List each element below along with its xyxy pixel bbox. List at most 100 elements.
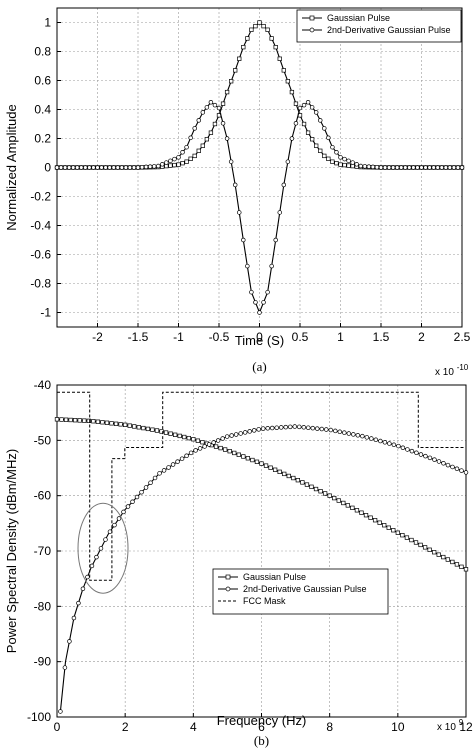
chart-b-series-1-point [268,465,273,470]
chart-a-legend-label: 2nd-Derivative Gaussian Pulse [327,25,451,35]
chart-b-series-1-point [450,559,455,565]
chart-b-series-1-point [173,432,178,437]
chart-b-series-1-point [218,445,223,451]
chart-b-series-1-point [363,513,369,518]
chart-b-x-axis-label: Frequency (Hz) [217,713,307,728]
chart-a-x-tick-label: 1.5 [373,330,390,344]
chart-a-series-2-point [103,165,108,170]
chart-b-series-1-point [150,427,155,432]
chart-a-series-2-point [107,165,112,170]
chart-a: -2 -1.5 -1 -0.5 0 0.5 1 1.5 2 2.5 -1 -0.8 -0.6 -0.4 -0… [4,7,471,378]
chart-b-series-1-point [436,552,441,557]
chart-b-series-2-point [287,424,293,430]
chart-b-series-1-point [182,434,187,440]
chart-b-series-1-point [400,533,405,538]
chart-a-legend-marker [309,15,315,21]
chart-b-series-1-point [222,447,228,452]
chart-a-series-1-point [301,121,307,127]
chart-a-series-1-point [253,23,258,29]
chart-b-series-1-point [259,461,264,466]
chart-a-series-2-point [66,165,72,170]
chart-a-series-2-point [208,99,214,105]
chart-b-series-2-point [269,425,275,431]
chart-a-series-2-point [439,165,445,170]
chart-b-series-2-point [256,427,261,432]
chart-a-series [54,20,465,315]
chart-a-series-2-point [253,300,258,305]
chart-a-series-2-point [293,121,299,126]
chart-a-series-1-point [269,36,274,41]
chart-a-x-tick-label: 0 [256,330,263,344]
chart-b-series-2-point [76,600,81,606]
chart-a-series-1-point [200,143,205,148]
chart-b-series-2-point [211,440,216,445]
chart-b-legend: Gaussian Pulse 2nd-Derivative Gaussian Pu… [212,568,389,615]
chart-b-series-2-point [387,441,392,446]
chart-b-series-1-point [63,417,69,422]
chart-b-series-2-point [436,459,442,464]
chart-a-series-2-point [289,136,295,141]
chart-b-series-1-point [350,505,355,510]
chart-a-x-axis-label: Time (S) [235,333,284,348]
chart-a-series-1-point [224,89,230,95]
chart-b-series-1-point [327,493,332,498]
chart-a-series-2-point [160,162,165,167]
chart-b-series-2-point [396,443,401,449]
chart-a-series-1-point [310,137,315,142]
chart-b-series-1-point [227,449,232,454]
chart-a-series-1-point [245,36,250,41]
chart-a-series-2-point [245,263,250,269]
chart-b-series-2 [58,424,469,714]
chart-a-series-2-point [459,165,465,170]
chart-a-series-2-point [139,164,145,170]
chart-b-series-2-point [360,433,365,439]
chart-b-series-2-point [382,440,388,445]
chart-a-series-2-point [83,165,88,170]
chart-a-series-1-point [289,89,295,95]
chart-a-series-2-point [443,165,449,170]
chart-a-series-2-point [115,165,120,170]
chart-a-series-2-point [135,165,141,170]
chart-b-y-tick-label: -80 [34,599,52,613]
chart-b-series-1-point [304,482,310,487]
chart-b-series-1-point [272,467,278,472]
chart-a-series-1-point [176,162,181,167]
chart-a-caption: (a) [252,359,266,374]
chart-a-series-2-point [212,102,218,108]
chart-b-series-2-point [342,430,347,435]
chart-a-y-tick-label: -0.4 [30,219,51,233]
chart-b-series-1-point [441,554,446,560]
chart-a-series-1-point [196,148,201,153]
chart-b-series-1-point [336,498,341,503]
chart-a-series-2-point [277,210,283,215]
chart-a-ticks: -2 -1.5 -1 -0.5 0 0.5 1 1.5 2 2.5 -1 -0.8 -0.6 -0.4 -0… [30,16,470,345]
chart-a-series-2-point [200,110,206,115]
chart-b-series-2-point [306,425,311,430]
chart-a-series-1-point [249,27,254,32]
chart-a-series-2-point [119,165,125,170]
chart-b-series-1-point [100,420,105,425]
chart-b-series-2-point [324,427,329,432]
chart-a-series-2-point [451,165,457,170]
chart-a-series-1-point [168,163,173,168]
chart-b-x-tick-label: 12 [459,720,473,734]
chart-b-series-1-point [354,508,360,513]
chart-b-series-2-point [355,433,361,438]
chart-b-series-1-point [372,518,378,523]
chart-b-series-1-point [254,459,260,464]
chart-b: 0 2 4 6 8 10 12 -100 -90 -80 -70 -60 -50 -40 Frequenc… [4,378,473,748]
chart-a-series-1-point [318,148,323,153]
chart-a-series-2-point [184,144,189,150]
chart-b-series-1-point [322,491,328,496]
chart-a-series-1-point [338,162,343,167]
chart-b-x-tick-label: 4 [190,720,197,734]
chart-b-series-2-point [188,450,194,456]
chart-a-series-1-point [277,56,282,61]
chart-a-legend-box [296,9,462,43]
chart-b-series-2-point [292,424,298,429]
chart-b-series-1-point [95,419,101,424]
chart-b-series-1-point [377,520,382,525]
chart-b-series-2-point [229,433,234,438]
chart-b-series-1-point [413,540,419,545]
